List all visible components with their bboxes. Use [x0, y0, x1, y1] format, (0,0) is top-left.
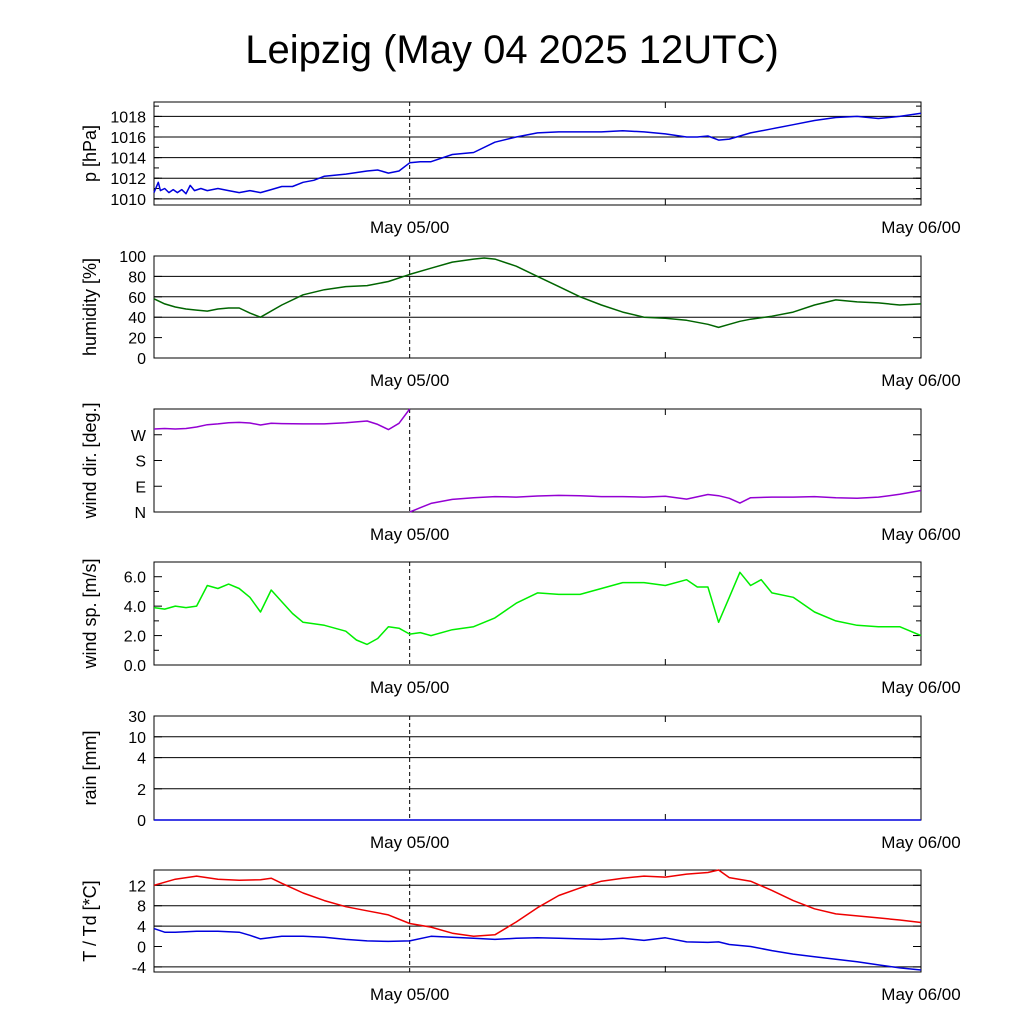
y-tick-label: 0	[137, 813, 146, 830]
y-tick-label: 80	[128, 269, 146, 286]
y-axis-label: rain [mm]	[80, 730, 100, 805]
y-axis-label: p [hPa]	[80, 125, 100, 182]
y-tick-label: 1018	[110, 109, 146, 126]
x-tick-label: May 06/00	[881, 985, 960, 1004]
y-axis-label: wind dir. [deg.]	[80, 402, 100, 519]
plot-frame	[153, 715, 922, 821]
x-tick-label: May 06/00	[881, 678, 960, 697]
plot-frame	[153, 561, 922, 666]
x-tick-label: May 05/00	[370, 985, 449, 1004]
y-axis-label: T / Td [*C]	[80, 880, 100, 961]
y-axis-label: wind sp. [m/s]	[80, 558, 100, 669]
y-tick-label: 2.0	[124, 629, 146, 646]
y-tick-label: 8	[137, 899, 146, 916]
y-tick-label: 10	[128, 730, 146, 747]
y-tick-label: 2	[137, 782, 146, 799]
series-line-temperature	[153, 869, 922, 938]
y-tick-label: 6.0	[124, 570, 146, 587]
y-tick-label: 60	[128, 290, 146, 307]
y-tick-label: 20	[128, 331, 146, 348]
plot-frame	[153, 101, 922, 206]
x-tick-label: May 05/00	[370, 525, 449, 544]
panel-3: 0.0 2.0 4.0 6.0 May 05/00 May 06/00 wind sp. […	[80, 558, 961, 697]
chart-title: Leipzig (May 04 2025 12UTC)	[245, 28, 779, 72]
x-tick-label: May 06/00	[881, 833, 960, 852]
y-tick-label: 40	[128, 310, 146, 327]
y-tick-label: W	[131, 428, 147, 445]
panel-0: 1010 1012 1014 1016 1018 May 05/00 May 06/00 p …	[80, 101, 961, 237]
panel-5: -4 0 4 8 12 May 05/00 May 06/00 T / Td [*C]	[80, 869, 961, 1004]
y-axis-label: humidity [%]	[80, 258, 100, 356]
series-line-pressure	[153, 112, 922, 195]
y-tick-label: 0	[137, 940, 146, 957]
y-tick-label: 12	[128, 878, 146, 895]
x-tick-label: May 06/00	[881, 371, 960, 390]
series-line-wind_speed	[153, 571, 922, 646]
panel-4: 0 2 4 10 30 May 05/00 May 06/00 rain [mm]	[80, 709, 961, 852]
x-tick-label: May 05/00	[370, 218, 449, 237]
series-line-dewpoint	[153, 927, 922, 971]
y-tick-label: 0	[137, 351, 146, 368]
y-tick-label: 4	[137, 919, 146, 936]
series-line-humidity	[153, 257, 922, 329]
plot-frame	[153, 408, 922, 513]
x-tick-label: May 05/00	[370, 678, 449, 697]
y-tick-label: E	[135, 479, 146, 496]
x-tick-label: May 06/00	[881, 525, 960, 544]
plot-frame	[153, 869, 922, 973]
y-tick-label: -4	[132, 960, 146, 977]
x-tick-label: May 06/00	[881, 218, 960, 237]
y-tick-label: 30	[128, 709, 146, 726]
y-tick-label: S	[135, 454, 146, 471]
plot-frame	[153, 255, 922, 359]
y-tick-label: 1014	[110, 151, 146, 168]
panel-1: 0 20 40 60 80 100 May 05/00 May 06/00 humidity […	[80, 249, 961, 390]
y-tick-label: N	[134, 505, 146, 522]
y-tick-label: 1016	[110, 130, 146, 147]
x-tick-label: May 05/00	[370, 371, 449, 390]
series-line-wind_dir	[409, 489, 922, 513]
x-tick-label: May 05/00	[370, 833, 449, 852]
y-tick-label: 100	[119, 249, 146, 266]
y-tick-label: 4.0	[124, 599, 146, 616]
y-tick-label: 1010	[110, 192, 146, 209]
y-tick-label: 1012	[110, 171, 146, 188]
series-line-wind_dir	[153, 408, 411, 431]
y-tick-label: 0.0	[124, 658, 146, 675]
y-tick-label: 4	[137, 751, 146, 768]
